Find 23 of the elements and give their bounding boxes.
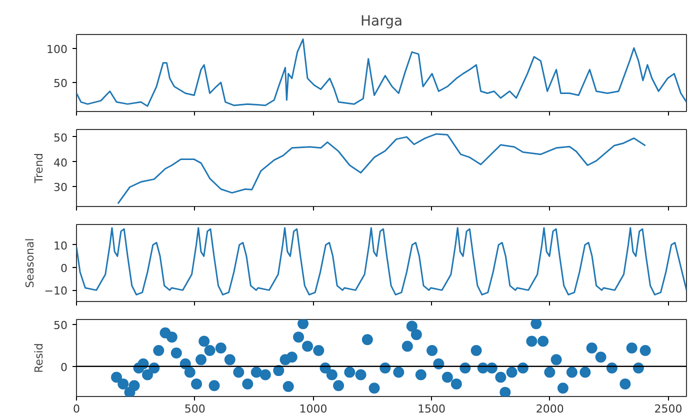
y-tick-label: 100 <box>46 43 68 56</box>
y-tick-label: 0 <box>60 262 68 276</box>
x-tick-label: 500 <box>184 402 206 416</box>
x-tick-label: 2000 <box>536 402 564 416</box>
y-tick-label: 30 <box>54 181 68 194</box>
y-axis-title: Seasonal <box>23 238 36 288</box>
y-tick-label: 10 <box>54 239 68 252</box>
line-series <box>76 38 686 107</box>
y-tick-label: −10 <box>44 284 68 298</box>
y-tick-label: 40 <box>54 156 68 170</box>
x-tick-label: 1500 <box>418 402 446 416</box>
x-tick-label: 0 <box>73 402 80 416</box>
x-tick-label: 2500 <box>654 402 682 416</box>
chart-title: Harga <box>360 14 403 30</box>
y-tick-label: 50 <box>54 131 68 144</box>
line-series <box>117 133 646 204</box>
line-series <box>76 227 686 296</box>
x-tick-label: 1000 <box>299 402 328 416</box>
y-tick-label: 50 <box>54 76 68 90</box>
y-tick-label: 0 <box>60 360 68 374</box>
y-tick-label: 50 <box>54 319 68 332</box>
y-axis-title: Resid <box>32 343 46 373</box>
y-axis-title: Trend <box>32 152 46 184</box>
